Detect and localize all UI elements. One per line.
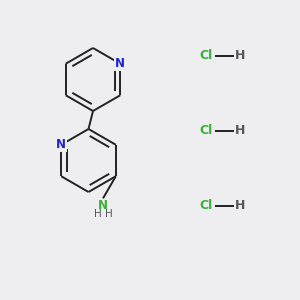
Text: H: H <box>235 49 245 62</box>
Text: H: H <box>235 199 245 212</box>
Text: Cl: Cl <box>199 199 212 212</box>
Text: Cl: Cl <box>199 124 212 137</box>
Text: Cl: Cl <box>199 49 212 62</box>
Text: H: H <box>105 209 112 219</box>
Text: N: N <box>56 138 66 151</box>
Text: H: H <box>94 209 101 219</box>
Text: N: N <box>98 199 108 212</box>
Text: N: N <box>115 57 125 70</box>
Text: H: H <box>235 124 245 137</box>
